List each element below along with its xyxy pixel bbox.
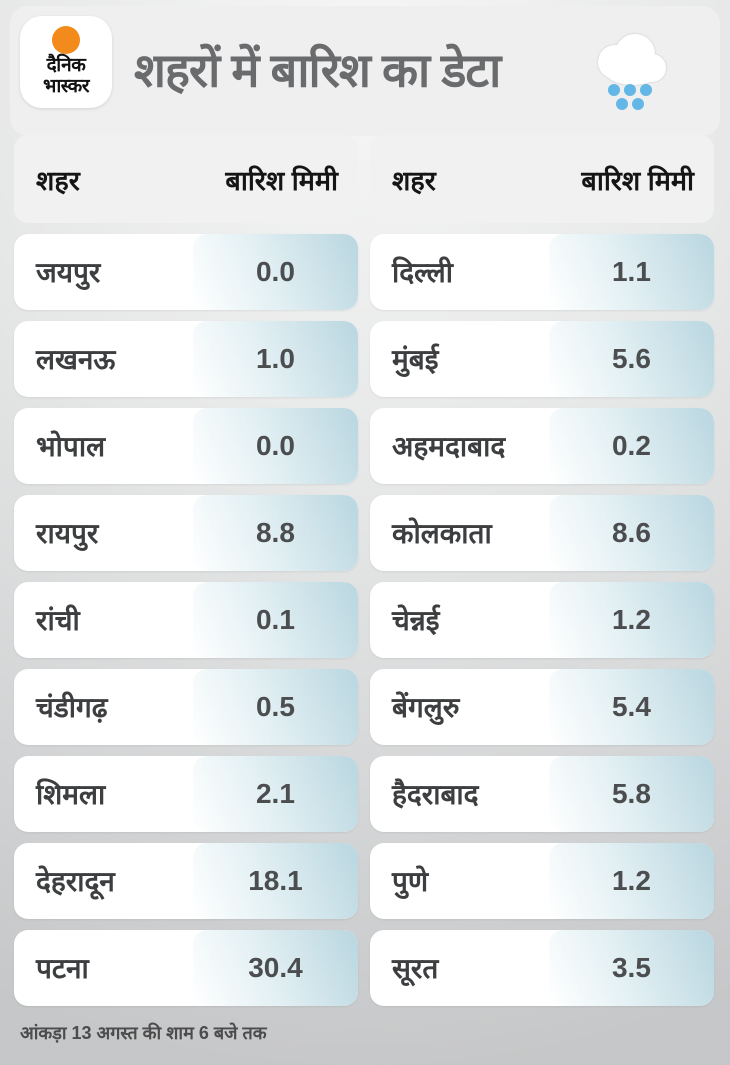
rain-table-left: शहर बारिश मिमी जयपुर 0.0 लखनऊ 1.0 भोपाल 0.0 रा…	[14, 135, 358, 1006]
rain-value: 5.6	[611, 343, 651, 374]
city-name: देहरादून	[36, 866, 115, 897]
rain-value-cell: 2.1	[192, 756, 358, 832]
footer-note: आंकड़ा 13 अगस्त की शाम 6 बजे तक	[20, 1023, 267, 1043]
rain-value: 1.0	[255, 343, 295, 374]
city-column-header: शहर	[36, 165, 80, 196]
table-row: रांची 0.1	[14, 582, 358, 658]
rain-value-cell: 1.2	[548, 582, 714, 658]
rain-value-cell: 5.8	[548, 756, 714, 832]
rain-value: 0.0	[255, 430, 295, 461]
table-rows-left: जयपुर 0.0 लखनऊ 1.0 भोपाल 0.0 रायपुर 8.8 रांची 0.1…	[14, 234, 358, 1006]
rain-column-header: बारिश मिमी	[225, 165, 338, 196]
city-name: पुणे	[392, 866, 429, 897]
rain-value: 8.6	[611, 517, 651, 548]
table-row: चंडीगढ़ 0.5	[14, 669, 358, 745]
rain-value-cell: 30.4	[192, 930, 358, 1006]
rain-value-cell: 8.6	[548, 495, 714, 571]
rain-value: 0.1	[255, 604, 295, 635]
city-name: मुंबई	[392, 344, 439, 375]
table-row: चेन्नई 1.2	[370, 582, 714, 658]
rain-value-cell: 0.2	[548, 408, 714, 484]
rain-column-header: बारिश मिमी	[581, 165, 694, 196]
city-name: रायपुर	[36, 518, 99, 549]
rain-value: 8.8	[255, 517, 295, 548]
rain-value: 30.4	[248, 952, 303, 983]
rain-value: 0.0	[255, 256, 295, 287]
rain-value-cell: 1.1	[548, 234, 714, 310]
rain-value: 2.1	[255, 778, 295, 809]
rain-table-right: शहर बारिश मिमी दिल्ली 1.1 मुंबई 5.6 अहमदाबाद…	[370, 135, 714, 1006]
city-name: जयपुर	[36, 257, 101, 288]
table-row: बेंगलुरु 5.4	[370, 669, 714, 745]
rain-value-cell: 0.1	[192, 582, 358, 658]
table-header: शहर बारिश मिमी	[370, 135, 714, 223]
table-rows-right: दिल्ली 1.1 मुंबई 5.6 अहमदाबाद 0.2 कोलकाता 8.6 चे…	[370, 234, 714, 1006]
rain-value: 1.2	[611, 604, 651, 635]
table-row: शिमला 2.1	[14, 756, 358, 832]
logo-text-line1: दैनिक	[46, 55, 86, 77]
table-row: देहरादून 18.1	[14, 843, 358, 919]
rain-value: 0.5	[255, 691, 295, 722]
rain-value-cell: 1.0	[192, 321, 358, 397]
table-row: हैदराबाद 5.8	[370, 756, 714, 832]
rain-value: 0.2	[611, 430, 651, 461]
city-name: अहमदाबाद	[392, 431, 506, 462]
rain-value-cell: 3.5	[548, 930, 714, 1006]
table-row: भोपाल 0.0	[14, 408, 358, 484]
dainik-bhaskar-logo: दैनिक भास्कर	[20, 16, 112, 108]
city-name: शिमला	[36, 779, 106, 810]
rain-value: 18.1	[248, 865, 303, 896]
city-name: सूरत	[392, 953, 439, 984]
city-name: कोलकाता	[392, 518, 492, 549]
table-row: पटना 30.4	[14, 930, 358, 1006]
logo-sun-icon	[52, 26, 80, 55]
table-row: अहमदाबाद 0.2	[370, 408, 714, 484]
table-row: सूरत 3.5	[370, 930, 714, 1006]
city-name: हैदराबाद	[392, 779, 479, 810]
table-row: रायपुर 8.8	[14, 495, 358, 571]
city-name: चंडीगढ़	[36, 692, 108, 723]
rain-value-cell: 0.5	[192, 669, 358, 745]
rain-value: 1.1	[611, 256, 651, 287]
rain-value-cell: 18.1	[192, 843, 358, 919]
rain-value: 1.2	[611, 865, 651, 896]
page-title: शहरों में बारिश का डेटा	[134, 43, 501, 97]
rain-value: 5.4	[611, 691, 651, 722]
city-name: भोपाल	[36, 431, 106, 462]
table-row: दिल्ली 1.1	[370, 234, 714, 310]
rain-value-cell: 0.0	[192, 234, 358, 310]
rain-cloud-icon	[598, 34, 666, 110]
rain-value: 3.5	[611, 952, 651, 983]
table-header: शहर बारिश मिमी	[14, 135, 358, 223]
rain-value-cell: 5.6	[548, 321, 714, 397]
rain-value-cell: 8.8	[192, 495, 358, 571]
city-name: चेन्नई	[392, 605, 440, 636]
city-name: दिल्ली	[392, 257, 453, 288]
city-name: बेंगलुरु	[392, 692, 460, 723]
rain-value-cell: 0.0	[192, 408, 358, 484]
table-row: पुणे 1.2	[370, 843, 714, 919]
header-band: दैनिक भास्कर शहरों में बारिश का डेटा	[10, 6, 720, 136]
rain-value-cell: 5.4	[548, 669, 714, 745]
rain-value-cell: 1.2	[548, 843, 714, 919]
logo-text-line2: भास्कर	[42, 76, 90, 97]
table-row: मुंबई 5.6	[370, 321, 714, 397]
tables-region: शहर बारिश मिमी जयपुर 0.0 लखनऊ 1.0 भोपाल 0.0 रा…	[14, 135, 714, 1006]
table-row: लखनऊ 1.0	[14, 321, 358, 397]
city-name: रांची	[36, 605, 80, 636]
city-name: पटना	[36, 953, 89, 984]
rain-value: 5.8	[611, 778, 651, 809]
table-row: जयपुर 0.0	[14, 234, 358, 310]
city-name: लखनऊ	[36, 344, 116, 375]
table-row: कोलकाता 8.6	[370, 495, 714, 571]
city-column-header: शहर	[392, 165, 436, 196]
